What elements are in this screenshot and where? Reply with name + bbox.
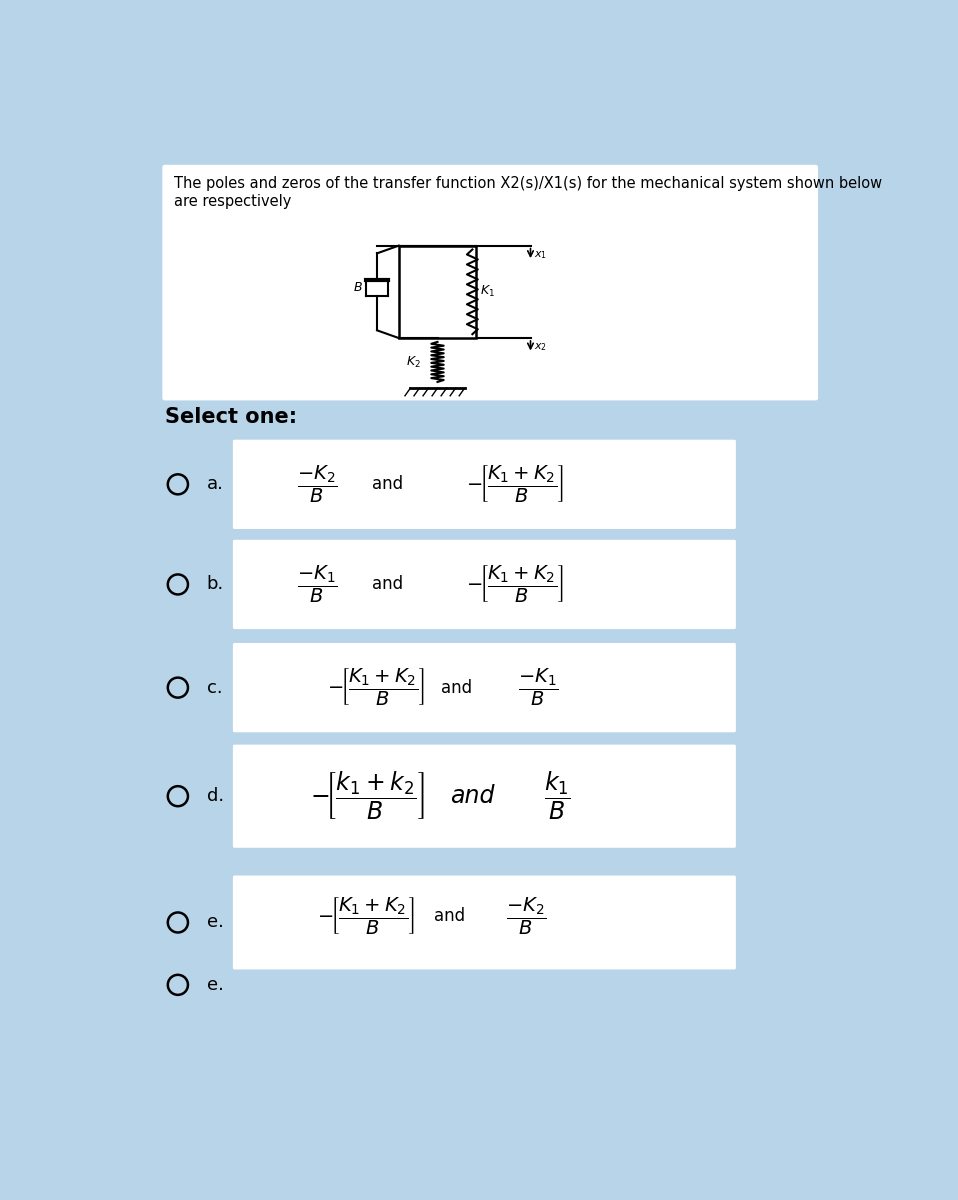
FancyBboxPatch shape — [233, 540, 736, 629]
Text: $\dfrac{-K_2}{B}$: $\dfrac{-K_2}{B}$ — [297, 463, 337, 505]
Text: and: and — [442, 679, 472, 697]
Text: The poles and zeros of the transfer function X2(s)/X1(s) for the mechanical syst: The poles and zeros of the transfer func… — [174, 176, 882, 209]
Text: $x_2$: $x_2$ — [534, 341, 547, 353]
Text: $-\!\left[\dfrac{K_1+K_2}{B}\right]$: $-\!\left[\dfrac{K_1+K_2}{B}\right]$ — [327, 667, 424, 708]
Text: e.: e. — [207, 976, 223, 994]
Bar — [399, 246, 476, 338]
Text: $-\!\left[\dfrac{k_1+k_2}{B}\right]$: $-\!\left[\dfrac{k_1+k_2}{B}\right]$ — [310, 770, 425, 822]
Text: Select one:: Select one: — [165, 407, 297, 427]
Text: e.: e. — [207, 913, 223, 931]
Text: $\dfrac{-K_2}{B}$: $\dfrac{-K_2}{B}$ — [507, 895, 547, 937]
FancyBboxPatch shape — [233, 744, 736, 847]
FancyBboxPatch shape — [162, 164, 818, 401]
FancyBboxPatch shape — [233, 876, 736, 970]
Text: $-\!\left[\dfrac{K_1+K_2}{B}\right]$: $-\!\left[\dfrac{K_1+K_2}{B}\right]$ — [317, 895, 415, 937]
Text: and: and — [450, 784, 494, 808]
Text: and: and — [434, 907, 465, 925]
Text: $K_2$: $K_2$ — [405, 355, 421, 370]
Text: and: and — [372, 475, 402, 493]
Text: c.: c. — [207, 679, 222, 697]
Text: $B$: $B$ — [354, 282, 363, 294]
Text: $\dfrac{k_1}{B}$: $\dfrac{k_1}{B}$ — [544, 770, 571, 822]
Text: $\dfrac{-K_1}{B}$: $\dfrac{-K_1}{B}$ — [297, 564, 337, 605]
Text: b.: b. — [207, 576, 224, 594]
Text: $x_1$: $x_1$ — [534, 248, 547, 260]
FancyBboxPatch shape — [233, 643, 736, 732]
Text: and: and — [372, 576, 402, 594]
Text: $K_1$: $K_1$ — [480, 284, 495, 299]
Text: d.: d. — [207, 787, 223, 805]
Text: $-\!\left[\dfrac{K_1+K_2}{B}\right]$: $-\!\left[\dfrac{K_1+K_2}{B}\right]$ — [467, 463, 564, 505]
Text: $-\!\left[\dfrac{K_1+K_2}{B}\right]$: $-\!\left[\dfrac{K_1+K_2}{B}\right]$ — [467, 564, 564, 605]
Text: $\dfrac{-K_1}{B}$: $\dfrac{-K_1}{B}$ — [518, 667, 559, 708]
Text: a.: a. — [207, 475, 223, 493]
FancyBboxPatch shape — [233, 439, 736, 529]
